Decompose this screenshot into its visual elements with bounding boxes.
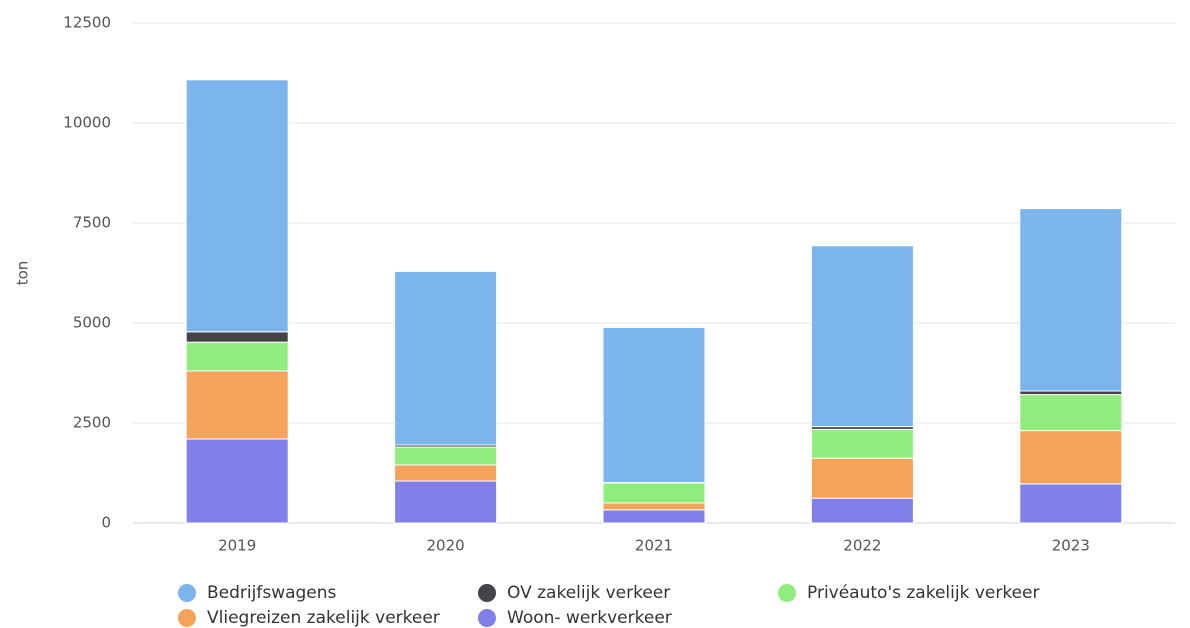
y-tick-label: 10000 bbox=[63, 114, 111, 132]
bar-segment[interactable] bbox=[186, 439, 288, 523]
legend-marker bbox=[178, 609, 196, 627]
y-tick-label: 7500 bbox=[73, 214, 111, 232]
bar-segment[interactable] bbox=[1020, 431, 1122, 484]
y-tick-label: 2500 bbox=[73, 414, 111, 432]
x-tick-label: 2023 bbox=[1052, 537, 1090, 555]
bar-segment[interactable] bbox=[1020, 395, 1122, 431]
bar-segment[interactable] bbox=[603, 483, 705, 503]
bars bbox=[186, 80, 1122, 523]
bar-segment[interactable] bbox=[395, 447, 497, 465]
bar-segment[interactable] bbox=[811, 498, 913, 523]
x-tick-label: 2019 bbox=[218, 537, 256, 555]
x-tick-label: 2021 bbox=[635, 537, 673, 555]
bar-segment[interactable] bbox=[395, 271, 497, 445]
bar-segment[interactable] bbox=[811, 246, 913, 427]
bar-segment[interactable] bbox=[186, 332, 288, 342]
legend-label: OV zakelijk verkeer bbox=[507, 583, 670, 603]
legend-label: Bedrijfswagens bbox=[207, 583, 336, 603]
legend-label: Privéauto's zakelijk verkeer bbox=[807, 583, 1040, 603]
bar-segment[interactable] bbox=[811, 458, 913, 498]
bar-segment[interactable] bbox=[1020, 484, 1122, 523]
bar-segment[interactable] bbox=[603, 510, 705, 523]
x-axis-ticks: 2019 2020 2021 2022 2023 bbox=[218, 537, 1090, 555]
legend-marker bbox=[478, 609, 496, 627]
legend-label: Vliegreizen zakelijk verkeer bbox=[207, 608, 440, 628]
y-tick-label: 12500 bbox=[63, 14, 111, 32]
bar-segment[interactable] bbox=[1020, 391, 1122, 395]
legend-marker bbox=[178, 584, 196, 602]
y-tick-label: 5000 bbox=[73, 314, 111, 332]
legend-item[interactable]: Vliegreizen zakelijk verkeer bbox=[178, 608, 440, 628]
bar-segment[interactable] bbox=[603, 327, 705, 482]
bar-segment[interactable] bbox=[186, 371, 288, 439]
bar-segment[interactable] bbox=[395, 465, 497, 481]
legend-item[interactable]: OV zakelijk verkeer bbox=[478, 583, 670, 603]
legend-label: Woon- werkverkeer bbox=[507, 608, 672, 628]
bar-segment[interactable] bbox=[186, 342, 288, 371]
bar-segment[interactable] bbox=[186, 80, 288, 332]
bar-segment[interactable] bbox=[1020, 209, 1122, 391]
legend-marker bbox=[478, 584, 496, 602]
y-axis-title: ton bbox=[14, 261, 32, 286]
bar-segment[interactable] bbox=[603, 503, 705, 510]
legend-item[interactable]: Woon- werkverkeer bbox=[478, 608, 672, 628]
y-axis-ticks: 0 2500 5000 7500 10000 12500 bbox=[63, 14, 111, 532]
legend-marker bbox=[778, 584, 796, 602]
y-tick-label: 0 bbox=[101, 514, 111, 532]
legend-item[interactable]: Privéauto's zakelijk verkeer bbox=[778, 583, 1040, 603]
x-tick-label: 2022 bbox=[843, 537, 881, 555]
legend-item[interactable]: Bedrijfswagens bbox=[178, 583, 336, 603]
bar-segment[interactable] bbox=[395, 481, 497, 523]
x-tick-label: 2020 bbox=[427, 537, 465, 555]
bar-segment[interactable] bbox=[811, 429, 913, 458]
stacked-bar-chart: 0 2500 5000 7500 10000 12500 2019 2020 2021 2022… bbox=[0, 0, 1190, 580]
